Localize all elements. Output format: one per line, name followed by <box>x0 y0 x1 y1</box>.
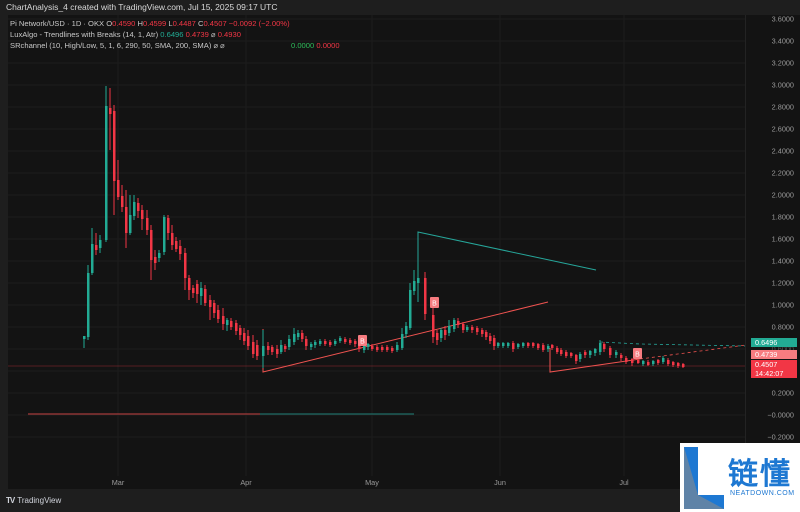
break-marker[interactable]: B <box>430 297 439 308</box>
chart-legend: Pi Network/USD · 1D · OKX O0.4590 H0.459… <box>10 18 340 51</box>
indicator-value-upper: 0.6496 <box>160 30 184 39</box>
tradingview-logo-icon: TV <box>6 496 15 505</box>
x-tick: Jul <box>619 478 629 487</box>
y-tick: 0.2000 <box>771 388 794 398</box>
svg-text:B: B <box>635 352 640 359</box>
indicator-luxalgo-row[interactable]: LuxAlgo - Trendlines with Breaks (14, 1,… <box>10 29 340 40</box>
y-tick: 2.0000 <box>771 190 794 200</box>
y-tick: −0.0000 <box>767 410 794 420</box>
x-tick: Mar <box>111 478 125 487</box>
y-tick: 3.2000 <box>771 58 794 68</box>
lower-trend-price-label: 0.4739 <box>751 350 797 359</box>
x-tick: May <box>365 478 379 487</box>
watermark-en-text: NEATDOWN.COM <box>730 490 795 497</box>
upper-trend-price-label: 0.6496 <box>751 338 797 347</box>
y-tick: 2.2000 <box>771 168 794 178</box>
neatdown-logo-icon <box>684 447 724 509</box>
price-axis[interactable]: 3.6000 3.4000 3.2000 3.0000 2.8000 2.600… <box>745 15 800 489</box>
y-tick: 1.2000 <box>771 278 794 288</box>
y-tick: 1.6000 <box>771 234 794 244</box>
y-tick: 0.6000 <box>771 344 794 354</box>
last-price-label: 0.4507 <box>751 360 797 369</box>
projected-trendline-lower <box>639 344 747 360</box>
symbol-label: Pi Network/USD · 1D · OKX <box>10 19 105 28</box>
y-tick: 1.8000 <box>771 212 794 222</box>
break-marker[interactable]: B <box>633 348 642 359</box>
low-value: 0.4487 <box>172 19 196 28</box>
y-tick: 3.6000 <box>771 14 794 24</box>
close-label: C <box>197 19 204 28</box>
y-tick: 1.0000 <box>771 300 794 310</box>
close-value: 0.4507 <box>203 19 227 28</box>
candles <box>83 86 685 368</box>
indicator-value-3: 0.4930 <box>217 30 241 39</box>
change-value: −0.0092 (−2.00%) <box>228 19 290 28</box>
open-value: 0.4590 <box>112 19 136 28</box>
chart-title: ChartAnalysis_4 created with TradingView… <box>0 0 800 15</box>
watermark-cn-text: 链懂 <box>728 458 792 491</box>
y-tick: 0.8000 <box>771 322 794 332</box>
indicator-name: SRchannel (10, High/Low, 5, 1, 6, 290, 5… <box>10 41 212 50</box>
x-tick: Apr <box>240 478 252 487</box>
chart-panel[interactable] <box>8 15 800 489</box>
y-tick: −0.2000 <box>767 432 794 442</box>
low-label: L <box>168 19 173 28</box>
y-tick: 3.4000 <box>771 36 794 46</box>
indicator-value-1: 0.0000 <box>291 41 315 50</box>
break-marker[interactable]: B <box>358 335 367 346</box>
high-value: 0.4599 <box>143 19 167 28</box>
open-label: O <box>106 19 113 28</box>
svg-text:B: B <box>432 301 437 308</box>
watermark-logo: 链懂 NEATDOWN.COM <box>680 443 800 512</box>
empty-value-icon: ⌀ ⌀ <box>213 41 225 50</box>
svg-text:B: B <box>360 339 365 346</box>
tradingview-brand[interactable]: TV TradingView <box>6 496 61 505</box>
symbol-legend-row[interactable]: Pi Network/USD · 1D · OKX O0.4590 H0.459… <box>10 18 340 29</box>
x-tick: Jun <box>494 478 506 487</box>
bar-countdown-label: 14:42:07 <box>751 369 797 378</box>
indicator-value-lower: 0.4739 <box>185 30 209 39</box>
y-tick: 1.4000 <box>771 256 794 266</box>
brand-label: TradingView <box>17 496 62 505</box>
indicator-value-2: 0.0000 <box>316 41 340 50</box>
time-axis[interactable]: Mar Apr May Jun Jul <box>8 476 746 490</box>
indicator-srchannel-row[interactable]: SRchannel (10, High/Low, 5, 1, 6, 290, 5… <box>10 40 340 51</box>
y-tick: 2.6000 <box>771 124 794 134</box>
projected-trendline-upper <box>599 341 747 347</box>
empty-value-icon: ⌀ <box>211 30 216 39</box>
ascending-trendline-2[interactable] <box>549 348 641 373</box>
y-tick: 3.0000 <box>771 80 794 90</box>
high-label: H <box>137 19 143 28</box>
y-tick: 2.4000 <box>771 146 794 156</box>
grid <box>8 15 746 476</box>
descending-trendline[interactable] <box>417 231 597 302</box>
indicator-name: LuxAlgo - Trendlines with Breaks (14, 1,… <box>10 30 159 39</box>
y-tick: 2.8000 <box>771 102 794 112</box>
